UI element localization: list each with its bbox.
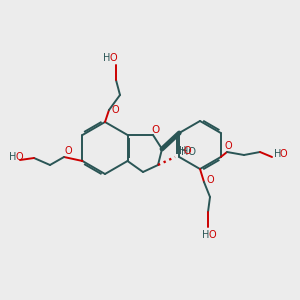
- Text: H: H: [274, 149, 281, 159]
- Text: H: H: [179, 146, 186, 156]
- Text: O: O: [15, 152, 23, 162]
- Text: H: H: [202, 230, 210, 240]
- Text: HO: HO: [181, 147, 196, 157]
- Text: H: H: [103, 53, 111, 63]
- Text: O: O: [64, 146, 72, 156]
- Text: O: O: [208, 230, 216, 240]
- Text: O: O: [224, 141, 232, 151]
- Text: O: O: [206, 175, 214, 185]
- Text: O: O: [111, 105, 119, 115]
- Text: O: O: [279, 149, 286, 159]
- Text: O: O: [109, 53, 117, 63]
- Text: H: H: [9, 152, 17, 162]
- Text: O: O: [184, 146, 192, 156]
- Text: O: O: [151, 125, 159, 135]
